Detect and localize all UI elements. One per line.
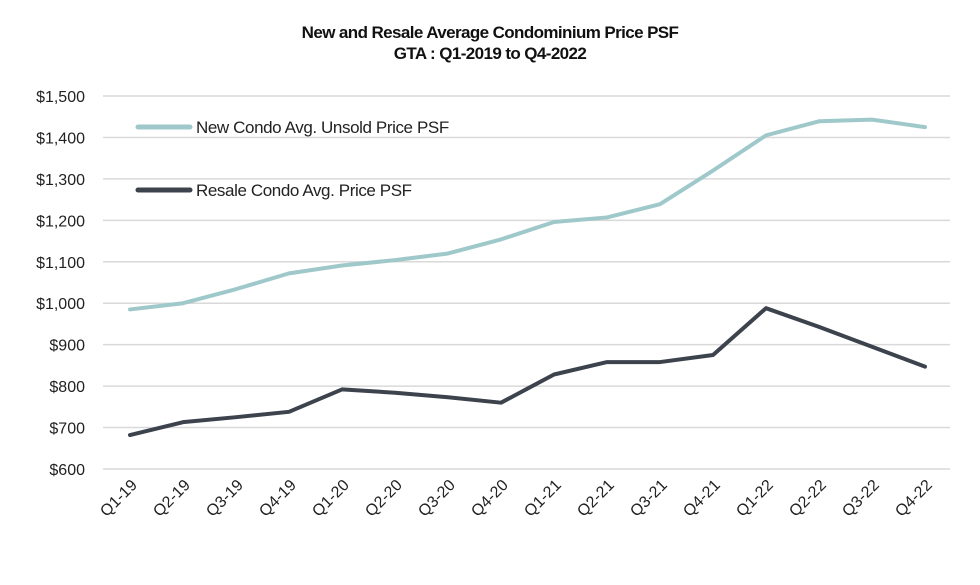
x-tick-label: Q4-21 (680, 477, 724, 521)
y-tick-label: $900 (49, 338, 85, 355)
y-tick-label: $600 (49, 462, 85, 479)
y-tick-label: $800 (49, 379, 85, 396)
x-tick-label: Q2-19 (150, 477, 194, 521)
series-line-resale-condo (128, 306, 927, 438)
x-tick-label: Q4-20 (468, 477, 512, 521)
y-tick-label: $1,000 (36, 296, 85, 313)
x-tick-label: Q1-22 (733, 477, 777, 521)
chart-subtitle: GTA : Q1-2019 to Q4-2022 (394, 44, 587, 63)
x-tick-label: Q1-21 (521, 477, 565, 521)
x-tick-label: Q4-22 (892, 477, 936, 521)
y-tick-label: $1,300 (36, 172, 85, 189)
x-tick-label: Q2-21 (574, 477, 618, 521)
y-tick-label: $1,400 (36, 130, 85, 147)
x-tick-label: Q1-19 (97, 477, 141, 521)
x-tick-label: Q4-19 (256, 477, 300, 521)
x-tick-label: Q3-19 (203, 477, 247, 521)
legend-label: New Condo Avg. Unsold Price PSF (196, 118, 449, 137)
x-tick-label: Q3-20 (415, 477, 459, 521)
y-tick-label: $1,200 (36, 213, 85, 230)
x-tick-label: Q1-20 (309, 477, 353, 521)
x-tick-label: Q2-22 (786, 477, 830, 521)
chart-title: New and Resale Average Condominium Price… (302, 23, 679, 42)
x-tick-label: Q2-20 (362, 477, 406, 521)
legend-label: Resale Condo Avg. Price PSF (196, 181, 412, 200)
x-tick-label: Q3-22 (839, 477, 883, 521)
y-tick-label: $1,500 (36, 89, 85, 106)
x-tick-label: Q3-21 (627, 477, 671, 521)
y-tick-label: $700 (49, 421, 85, 438)
y-tick-label: $1,100 (36, 255, 85, 272)
series-line-new-condo (128, 117, 927, 312)
